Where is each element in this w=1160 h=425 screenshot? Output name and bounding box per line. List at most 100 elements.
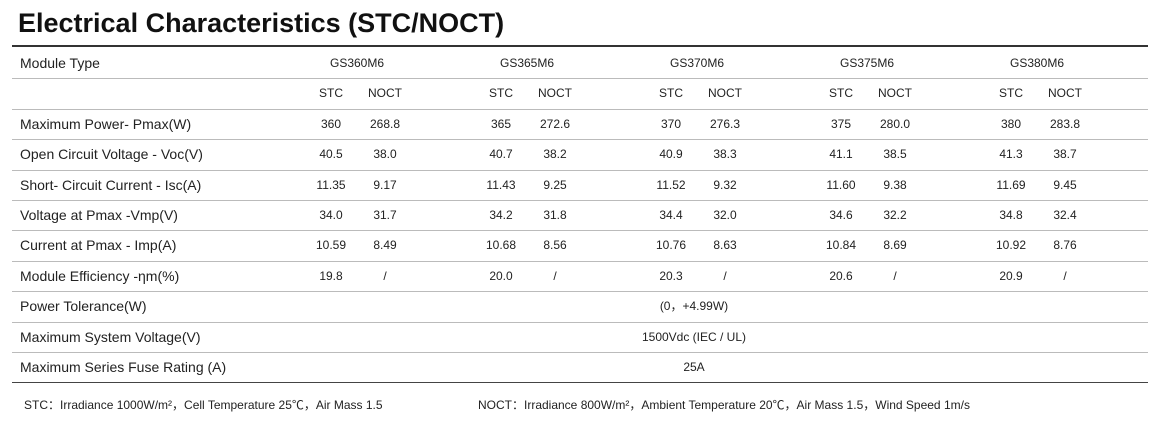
value: 10.68 — [485, 238, 517, 253]
row-rule — [12, 139, 1148, 141]
value: 8.76 — [1053, 238, 1077, 253]
value: 10.59 — [315, 238, 347, 253]
value: 38.3 — [713, 147, 737, 162]
value: 19.8 — [319, 268, 343, 283]
value: 380 — [1000, 116, 1022, 131]
value: 20.3 — [659, 268, 683, 283]
row-label: Short- Circuit Current - Isc(A) — [20, 176, 202, 193]
value: 370 — [660, 116, 682, 131]
value: 40.9 — [659, 147, 683, 162]
row-rule — [12, 260, 1148, 262]
value: 38.0 — [373, 147, 397, 162]
value: 32.0 — [713, 208, 737, 222]
row-rule — [12, 230, 1148, 232]
bottom-rule — [12, 382, 1148, 384]
row-rule — [12, 78, 1148, 80]
value: 34.6 — [829, 208, 853, 222]
value: 375 — [830, 116, 852, 131]
value: 40.7 — [489, 147, 513, 162]
row-label: Maximum Power- Pmax(W) — [20, 115, 192, 132]
model-name: GS380M6 — [1009, 56, 1065, 70]
merged-value: 1500Vdc (IEC / UL) — [641, 329, 747, 344]
row-label: Open Circuit Voltage - Voc(V) — [20, 146, 203, 163]
value: 8.49 — [373, 238, 397, 253]
value: 38.7 — [1053, 147, 1077, 162]
value: 11.69 — [996, 177, 1026, 192]
row-label: Current at Pmax - Imp(A) — [20, 237, 177, 254]
value: 32.4 — [1053, 208, 1077, 222]
merged-value: 25A — [683, 360, 705, 374]
footnote: NOCT：Irradiance 800W/m²，Ambient Temperat… — [478, 398, 970, 412]
value: 11.52 — [656, 177, 686, 192]
value: 10.76 — [655, 238, 687, 253]
title: Electrical Characteristics (STC/NOCT) — [18, 8, 505, 38]
value: / — [1063, 268, 1067, 283]
value: 365 — [490, 116, 512, 131]
value: / — [553, 268, 557, 283]
value: 40.5 — [319, 147, 343, 162]
value: 31.7 — [373, 208, 397, 222]
value: 8.63 — [713, 238, 737, 253]
row-rule — [12, 108, 1148, 110]
value: 9.17 — [373, 177, 397, 192]
value: 20.9 — [999, 268, 1023, 283]
row-label: Module Type — [20, 55, 100, 71]
model-name: GS370M6 — [669, 56, 725, 70]
value: 34.0 — [319, 208, 343, 222]
row-label: Module Efficiency -ηm(%) — [20, 267, 180, 284]
value: 360 — [320, 116, 342, 131]
value: 10.92 — [995, 238, 1027, 253]
value: / — [383, 268, 387, 283]
value: 9.32 — [713, 177, 737, 192]
value: 283.8 — [1049, 116, 1081, 131]
subheader: STC — [659, 86, 683, 101]
row-label: Power Tolerance(W) — [20, 298, 147, 315]
subheader: NOCT — [708, 86, 742, 101]
row-rule — [12, 169, 1148, 171]
value: 41.1 — [829, 147, 853, 162]
subheader: NOCT — [538, 86, 572, 101]
value: 20.6 — [829, 268, 853, 283]
value: 38.2 — [543, 147, 567, 162]
merged-value: (0，+4.99W) — [659, 299, 729, 314]
model-name: GS375M6 — [839, 56, 895, 70]
value: 31.8 — [543, 208, 567, 222]
value: / — [893, 268, 897, 283]
row-rule — [12, 200, 1148, 201]
footnote: STC：Irradiance 1000W/m²，Cell Temperature… — [24, 398, 383, 412]
row-label: Voltage at Pmax -Vmp(V) — [20, 207, 178, 223]
value: 38.5 — [883, 147, 907, 162]
row-label: Maximum System Voltage(V) — [20, 328, 201, 345]
subheader: NOCT — [368, 86, 402, 101]
subheader: NOCT — [878, 86, 912, 101]
row-rule — [12, 291, 1148, 293]
value: 11.35 — [316, 177, 346, 192]
title-rule — [12, 45, 1148, 47]
value: 11.60 — [826, 177, 856, 192]
subheader: NOCT — [1048, 86, 1082, 101]
value: 268.8 — [369, 116, 401, 131]
value: 41.3 — [999, 147, 1023, 162]
value: 9.45 — [1053, 177, 1077, 192]
row-label: Maximum Series Fuse Rating (A) — [20, 359, 227, 375]
value: 8.56 — [543, 238, 567, 253]
value: 20.0 — [489, 268, 513, 283]
value: 276.3 — [709, 116, 741, 131]
subheader: STC — [829, 86, 853, 101]
value: / — [723, 268, 727, 283]
row-rule — [12, 352, 1148, 353]
model-name: GS365M6 — [499, 56, 555, 70]
value: 34.4 — [659, 208, 683, 222]
value: 34.2 — [489, 208, 513, 222]
value: 32.2 — [883, 208, 907, 222]
subheader: STC — [999, 86, 1023, 101]
row-rule — [12, 321, 1148, 323]
value: 9.38 — [883, 177, 907, 192]
value: 280.0 — [879, 116, 911, 131]
value: 9.25 — [543, 177, 567, 192]
model-name: GS360M6 — [329, 56, 385, 70]
subheader: STC — [319, 86, 343, 101]
value: 272.6 — [539, 116, 571, 131]
value: 11.43 — [486, 177, 516, 192]
